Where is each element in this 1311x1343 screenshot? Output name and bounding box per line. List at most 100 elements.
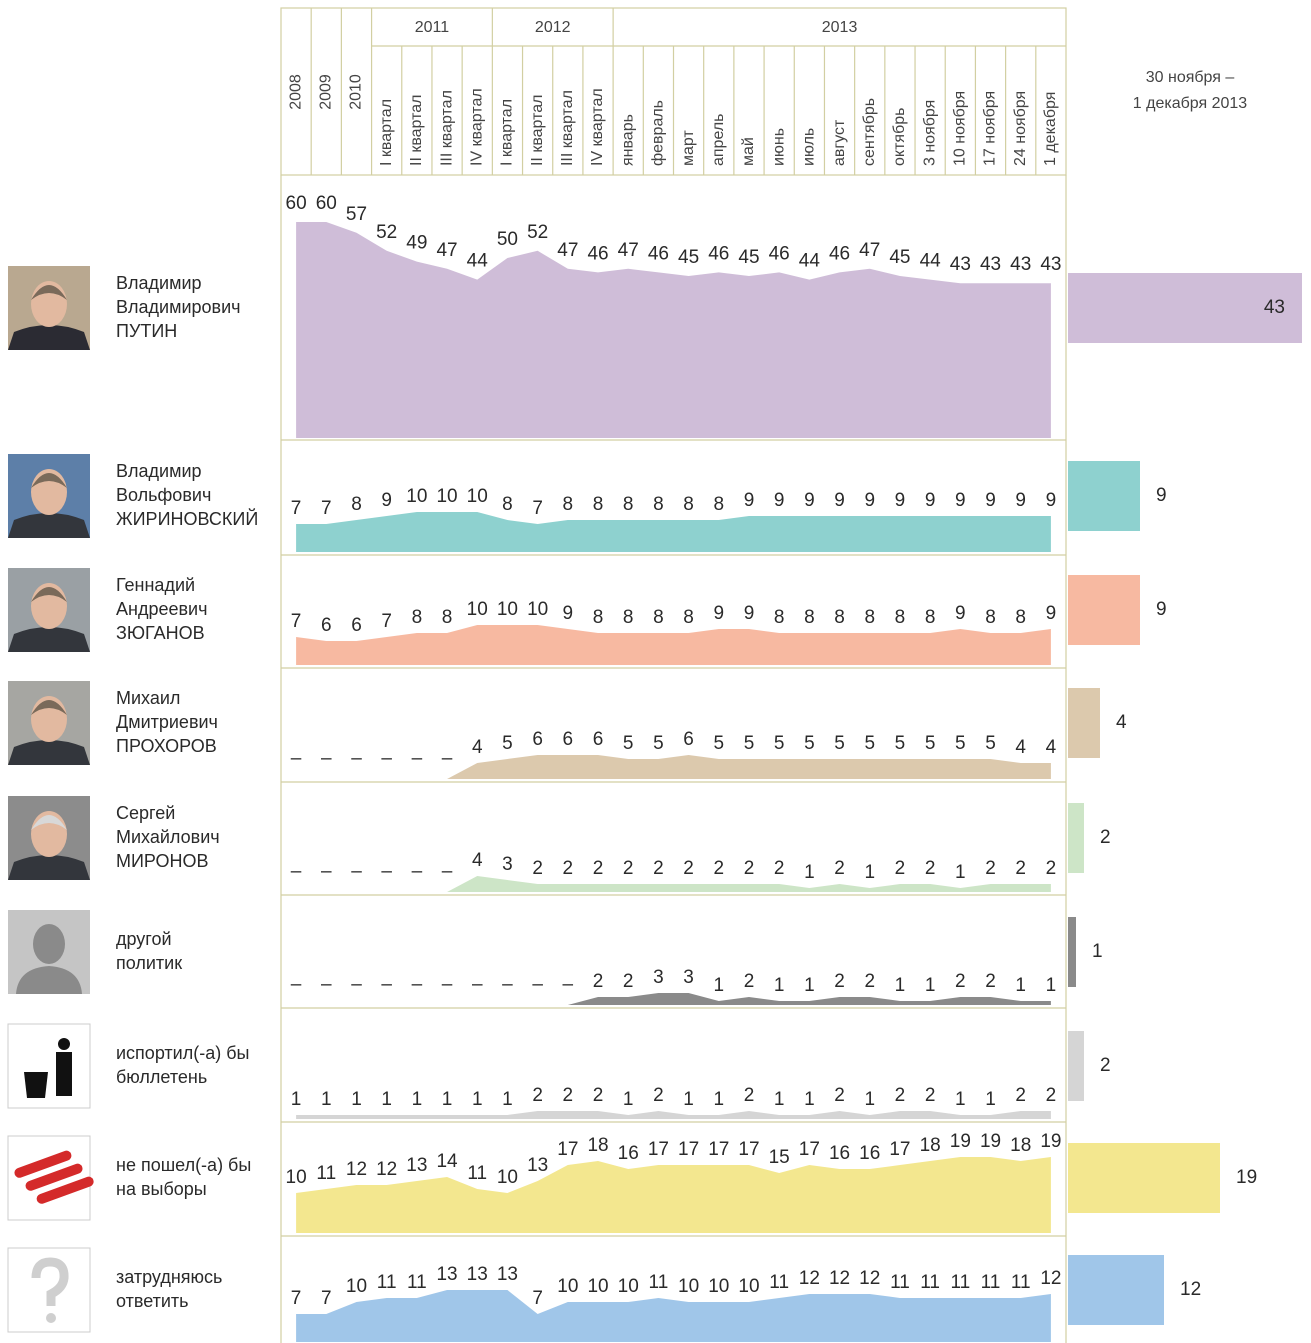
value-label: 11 (890, 1272, 910, 1293)
value-label: 1 (1015, 975, 1026, 996)
value-label: 8 (653, 607, 664, 628)
value-label: 8 (351, 494, 362, 515)
row-name: другой (116, 929, 172, 949)
period-label: март (680, 130, 697, 166)
value-label: – (351, 748, 362, 769)
value-label: 2 (744, 1085, 755, 1106)
value-label: 8 (563, 494, 574, 515)
value-label: 9 (925, 490, 936, 511)
value-label: 2 (653, 858, 664, 879)
icon-frame (7, 1023, 91, 1109)
value-label: 2 (744, 858, 755, 879)
value-label: 10 (557, 1276, 578, 1297)
value-label: 60 (316, 193, 337, 214)
value-label: 2 (985, 971, 996, 992)
value-label: 17 (708, 1139, 729, 1160)
value-label: 1 (955, 1089, 966, 1110)
row-name: испортил(-а) бы (116, 1043, 249, 1063)
value-label: 5 (895, 733, 906, 754)
value-label: 6 (321, 615, 332, 636)
value-label: 9 (744, 603, 755, 624)
value-label: 16 (859, 1143, 880, 1164)
row-name: Михайлович (116, 827, 220, 847)
value-label: 47 (436, 240, 457, 261)
value-label: – (442, 974, 453, 995)
value-label: 12 (799, 1268, 820, 1289)
final-label: 9 (1156, 599, 1167, 620)
value-label: 8 (864, 607, 875, 628)
row-name: ПРОХОРОВ (116, 736, 217, 756)
value-label: 1 (291, 1089, 302, 1110)
value-label: 9 (381, 490, 392, 511)
area (296, 1111, 1051, 1119)
value-label: 9 (864, 490, 875, 511)
value-label: 47 (859, 240, 880, 261)
period-label: 1 декабря (1042, 92, 1059, 166)
value-label: 1 (895, 975, 906, 996)
period-label: апрель (710, 114, 727, 167)
value-label: 2 (834, 1085, 845, 1106)
value-label: 13 (467, 1264, 488, 1285)
value-label: 7 (291, 498, 302, 519)
value-label: 46 (587, 243, 608, 264)
final-bar (1068, 1255, 1164, 1325)
value-label: 47 (557, 240, 578, 261)
period-label: IV квартал (589, 88, 606, 166)
value-label: 9 (955, 490, 966, 511)
period-label: I квартал (499, 99, 516, 166)
photo-body (8, 740, 90, 765)
period-label: IV квартал (468, 88, 485, 166)
value-label: 8 (593, 494, 604, 515)
value-label: – (442, 748, 453, 769)
value-label: 7 (321, 1288, 332, 1309)
value-label: 2 (653, 1085, 664, 1106)
photo-body (8, 325, 90, 350)
photo-body (8, 855, 90, 880)
area (447, 876, 1051, 892)
value-label: 2 (593, 971, 604, 992)
value-label: – (532, 974, 543, 995)
value-label: 1 (774, 1089, 785, 1110)
value-label: 2 (864, 971, 875, 992)
final-bar (1068, 1143, 1220, 1213)
row-name: Сергей (116, 803, 175, 823)
value-label: 9 (985, 490, 996, 511)
value-label: 2 (834, 858, 845, 879)
value-label: 8 (774, 607, 785, 628)
final-bar (1068, 575, 1140, 645)
silhouette (33, 924, 65, 964)
period-label: 2010 (348, 74, 365, 110)
question-dot (46, 1313, 56, 1323)
value-label: 60 (286, 193, 307, 214)
row-name: Владимир (116, 461, 202, 481)
period-label: 17 ноября (982, 91, 999, 166)
value-label: 5 (713, 733, 724, 754)
period-label: 24 ноября (1012, 91, 1029, 166)
value-label: 2 (713, 858, 724, 879)
value-label: 43 (1010, 254, 1031, 275)
value-label: – (442, 861, 453, 882)
icon (7, 1247, 91, 1333)
value-label: 2 (1015, 1085, 1026, 1106)
final-label: 2 (1100, 827, 1111, 848)
value-label: 9 (744, 490, 755, 511)
period-label: III квартал (438, 90, 455, 166)
value-label: 1 (804, 1089, 815, 1110)
area (296, 625, 1051, 665)
value-label: 1 (864, 1089, 875, 1110)
value-label: 2 (895, 858, 906, 879)
row-name: на выборы (116, 1179, 207, 1199)
period-label: август (831, 119, 848, 166)
value-label: 9 (804, 490, 815, 511)
value-label: 2 (955, 971, 966, 992)
skewer (25, 1163, 83, 1191)
period-label: май (740, 137, 757, 166)
value-label: 9 (713, 603, 724, 624)
row-name: Владимир (116, 273, 202, 293)
value-label: – (563, 974, 574, 995)
area (296, 512, 1051, 552)
value-label: 46 (769, 243, 790, 264)
final-bar (1068, 273, 1302, 343)
value-label: 5 (744, 733, 755, 754)
value-label: 5 (925, 733, 936, 754)
